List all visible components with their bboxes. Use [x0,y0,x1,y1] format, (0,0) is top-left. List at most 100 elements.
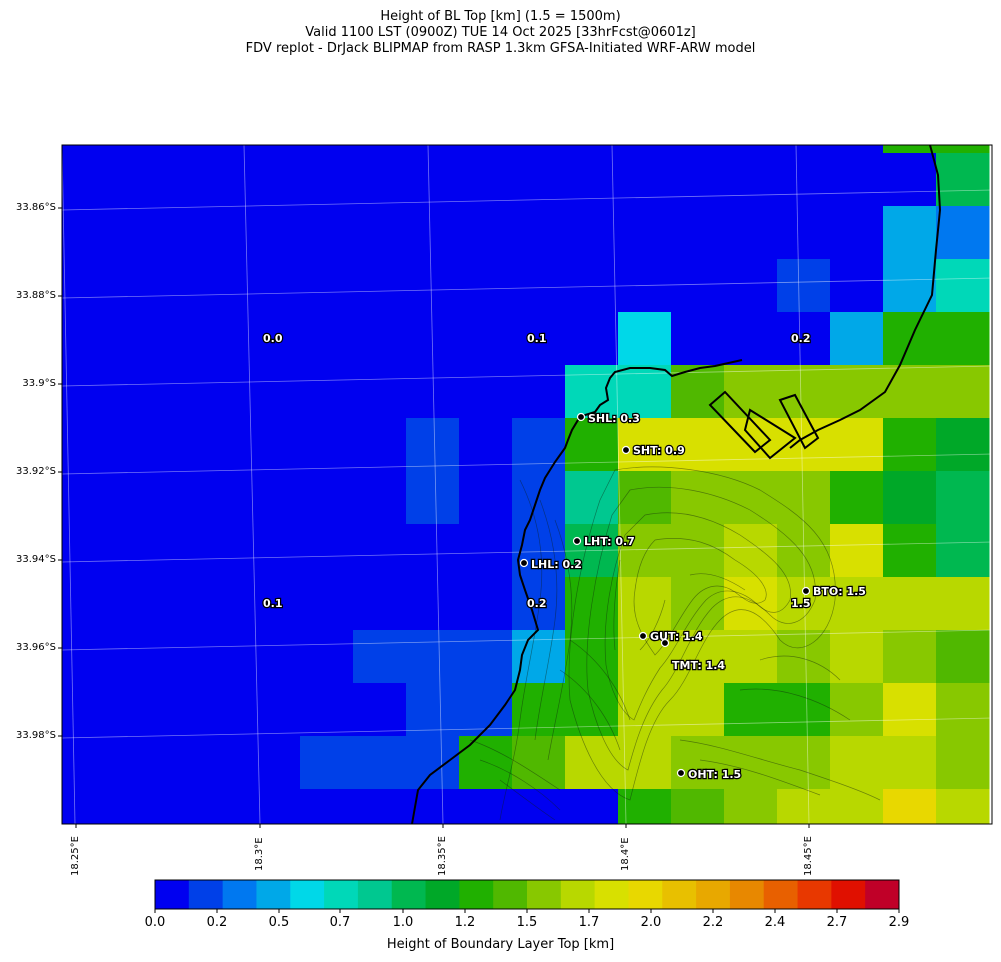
raster-cell [194,206,248,260]
raster-cell [565,577,619,631]
raster-cell [724,206,778,260]
colorbar-tick-label: 1.7 [578,915,600,930]
raster-cell [247,145,301,154]
raster-cell [724,145,778,154]
raster-cell [300,736,354,790]
raster-cell [777,471,831,525]
raster-cell [777,312,831,366]
raster-cell [512,789,566,824]
raster-cell [618,524,672,578]
raster-cell [618,683,672,737]
raster-cell [830,630,884,684]
raster-cell [618,418,672,472]
colorbar-segment [527,880,562,909]
raster-cell [618,145,672,154]
raster-cell [247,524,301,578]
raster-cell [88,789,142,824]
region-value-labels: 0.0 0.1 0.2 0.1 0.2 1.5 [262,331,812,612]
raster-cell [936,736,990,790]
station-dot [621,445,631,455]
colorbar-tick-label: 0.0 [144,915,166,930]
raster-cell [618,206,672,260]
region-value-label: 0.2 [527,597,547,610]
raster-cell [247,153,301,207]
station-label: BTO: 1.5 [813,585,866,598]
region-value-label: 0.0 [263,332,283,345]
raster-cell [724,418,778,472]
raster-cell [88,524,142,578]
raster-cell [62,683,89,737]
raster-cell [194,577,248,631]
raster-cell [141,736,195,790]
raster-cell [406,312,460,366]
colorbar-segment [155,880,190,909]
raster-cell [671,736,725,790]
raster-cell [459,683,513,737]
raster-cell [883,312,937,366]
raster-cell [62,577,89,631]
raster-cell [618,577,672,631]
raster-cell [777,683,831,737]
raster-cell [141,153,195,207]
colorbar [154,879,900,913]
raster-cell [512,259,566,313]
raster-cell [406,471,460,525]
raster-cell [300,683,354,737]
raster-cell [141,206,195,260]
raster-cell [194,471,248,525]
raster-cell [618,736,672,790]
raster-cell [936,418,990,472]
raster-cell [459,789,513,824]
raster-cell [724,312,778,366]
colorbar-tick-label: 0.2 [206,915,228,930]
raster-cell [353,736,407,790]
raster-cell [459,577,513,631]
raster-cell [62,736,89,790]
region-value-label: 0.1 [527,332,547,345]
raster-cell [353,524,407,578]
colorbar-tick-label: 2.2 [702,915,724,930]
raster-cell [353,471,407,525]
raster-cell [194,630,248,684]
axis-ticks [58,207,810,828]
raster-cell [777,630,831,684]
raster-cell [300,471,354,525]
terrain-contours [469,466,881,821]
raster-cell [194,418,248,472]
raster-cell [936,789,990,824]
raster-cell [353,365,407,419]
raster-cell [936,365,990,419]
raster-cell [194,683,248,737]
region-value-label: 0.1 [263,597,283,610]
raster-cell [247,206,301,260]
raster-cell [724,259,778,313]
raster-cell [724,471,778,525]
raster-cell [883,683,937,737]
raster-cell [830,259,884,313]
raster-cell [353,153,407,207]
raster-cell [883,736,937,790]
raster-cell [883,524,937,578]
raster-cell [300,630,354,684]
colorbar-segment [696,880,731,909]
raster-cell [88,153,142,207]
raster-cell [88,259,142,313]
raster-cell [88,577,142,631]
colorbar-segment [222,880,257,909]
raster-cell [88,145,142,154]
colorbar-tick-label: 0.7 [329,915,351,930]
raster-cell [62,524,89,578]
raster-cell [141,471,195,525]
raster-cell [512,312,566,366]
raster-cell [247,683,301,737]
raster-cell [936,524,990,578]
raster-cell [724,683,778,737]
raster-cell [936,312,990,366]
lon-label: 18.4°E [620,837,631,871]
raster-cell [194,259,248,313]
graticule [62,145,992,824]
raster-cell [671,312,725,366]
region-value-label: 0.2 [791,332,811,345]
raster-cell [671,471,725,525]
